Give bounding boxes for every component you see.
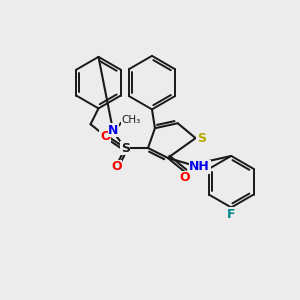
Text: O: O: [179, 171, 190, 184]
Text: S: S: [121, 142, 130, 154]
Text: S: S: [197, 132, 206, 145]
Text: NH: NH: [189, 160, 210, 173]
Text: O: O: [111, 160, 122, 173]
Text: F: F: [227, 208, 236, 221]
Text: O: O: [100, 130, 111, 142]
Text: CH₃: CH₃: [122, 115, 141, 125]
Text: N: N: [108, 124, 118, 137]
